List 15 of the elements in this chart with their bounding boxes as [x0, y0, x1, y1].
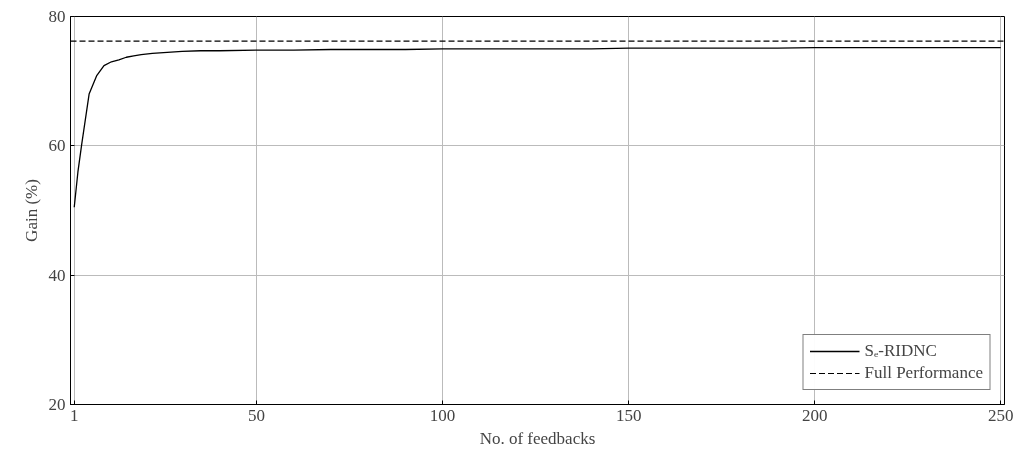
x-tick-label: 50	[248, 405, 266, 425]
x-tick-label: 100	[429, 405, 456, 425]
x-tick-label: 150	[615, 405, 642, 425]
y-tick-label: 80	[48, 7, 66, 26]
legend-label: Full Performance	[864, 363, 983, 383]
y-axis-title: Gain (%)	[21, 179, 41, 242]
x-tick-label: 200	[801, 405, 828, 425]
line-series	[73, 46, 1002, 208]
legend-label: Sₑ-RIDNC	[864, 341, 937, 361]
y-tick-label: 20	[48, 395, 66, 414]
y-tick-label: 60	[48, 136, 66, 156]
x-tick-label: 1	[69, 405, 79, 425]
y-tick-label: 40	[48, 265, 66, 285]
x-tick-label: 250	[988, 405, 1014, 425]
x-axis-title: No. of feedbacks	[479, 428, 596, 448]
